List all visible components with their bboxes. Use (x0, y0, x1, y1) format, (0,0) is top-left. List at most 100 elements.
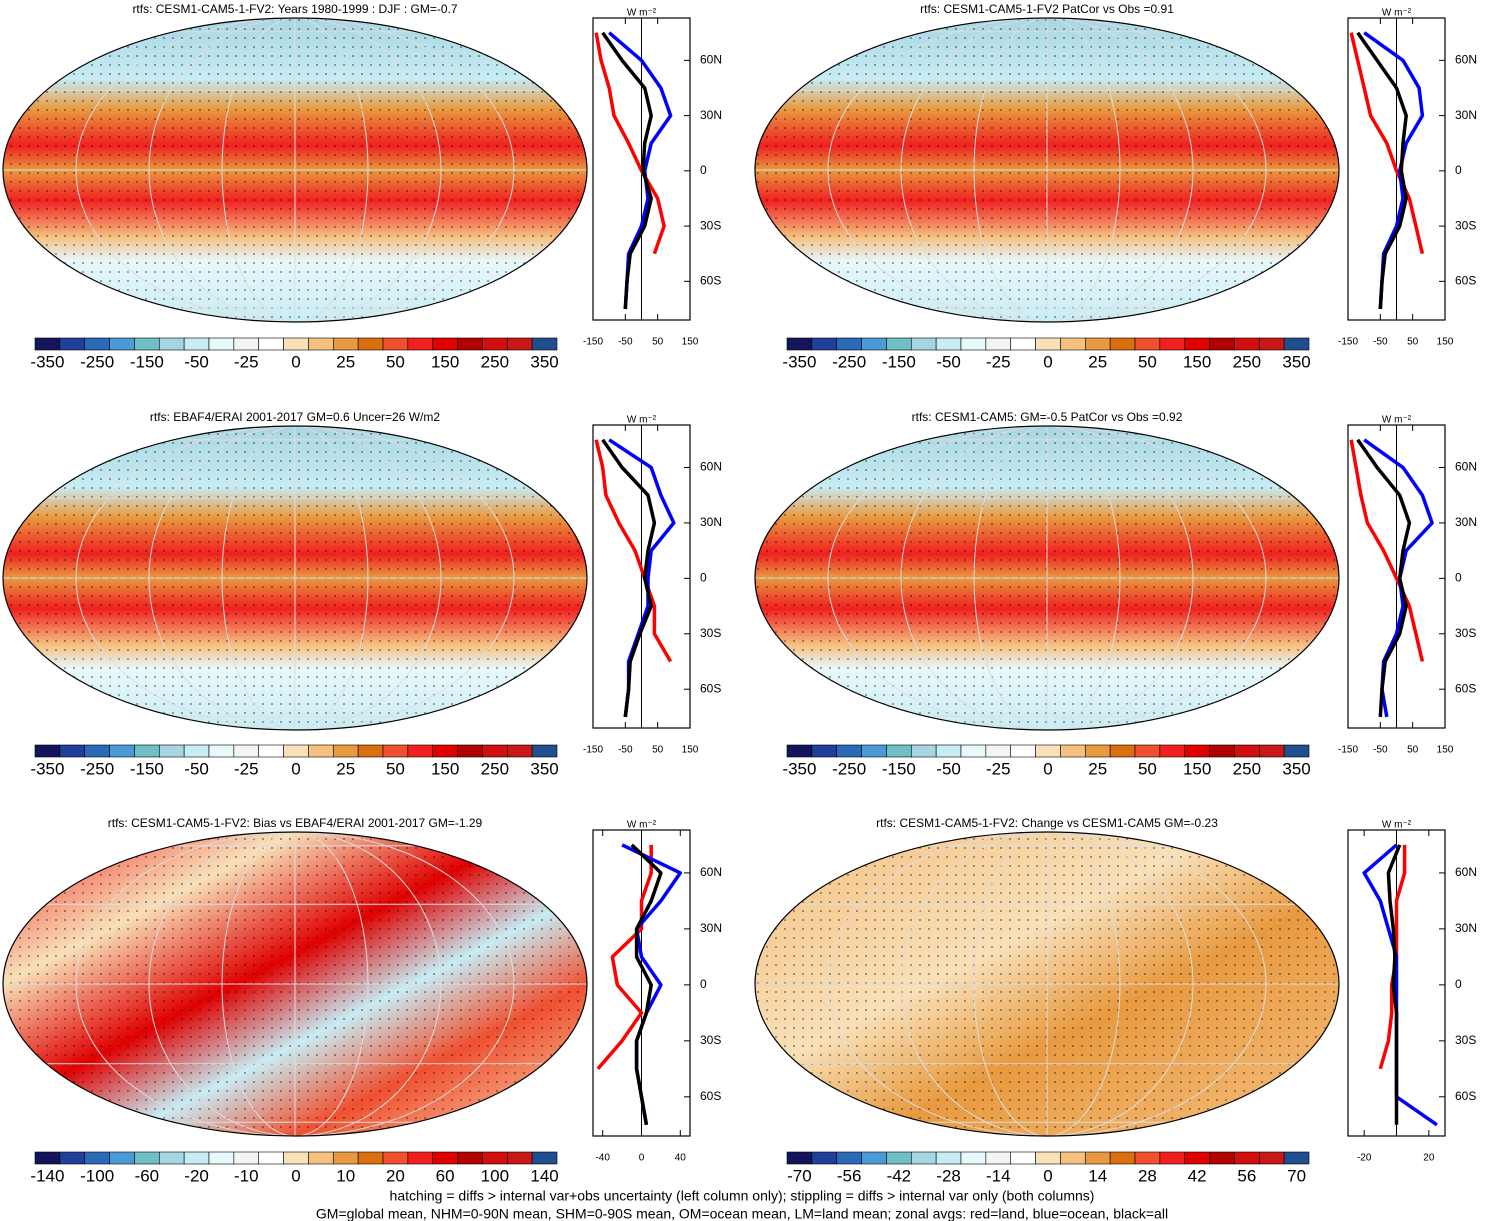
colorbar-label: 250 (1233, 352, 1261, 371)
colorbar-label: -60 (135, 1166, 160, 1185)
unit-label: W m⁻² (627, 415, 657, 426)
colorbar-label: 350 (530, 352, 558, 371)
colorbar-box (1035, 337, 1061, 351)
colorbar-label: 0 (291, 352, 300, 371)
colorbar-box (59, 1151, 86, 1165)
colorbar-box (59, 744, 86, 758)
colorbar-box (109, 744, 135, 758)
y-tick-label: 30N (1455, 108, 1477, 122)
y-tick-label: 60S (1455, 681, 1476, 695)
x-tick-label: 50 (1407, 745, 1419, 756)
colorbar-box (233, 337, 260, 351)
colorbar-box (836, 744, 862, 758)
colorbar-box (109, 337, 135, 351)
y-tick-label: 60S (700, 274, 721, 288)
colorbar-box (1234, 337, 1260, 351)
x-tick-label: 50 (652, 745, 664, 756)
y-tick-label: 60N (700, 53, 722, 67)
colorbar-box (208, 1151, 235, 1165)
colorbar-label: 70 (1287, 1166, 1306, 1185)
colorbar-box (1234, 1151, 1260, 1165)
footer-note: GM=global mean, NHM=0-90N mean, SHM=0-90… (316, 1206, 1168, 1221)
colorbar-label: -350 (782, 352, 816, 371)
colorbar-box (1084, 337, 1111, 351)
colorbar-label: -150 (130, 759, 164, 778)
colorbar-label: 10 (336, 1166, 355, 1185)
colorbar-box (183, 337, 210, 351)
colorbar-label: -50 (184, 352, 209, 371)
colorbar-box (283, 337, 309, 351)
colorbar-box (1283, 744, 1310, 758)
colorbar-box (1258, 337, 1285, 351)
colorbar-box (861, 1151, 887, 1165)
colorbar-label: 25 (1088, 352, 1107, 371)
colorbar-box (985, 1151, 1012, 1165)
map-border (754, 831, 1340, 1137)
colorbar-box (811, 1151, 838, 1165)
y-tick-label: 0 (700, 977, 707, 991)
x-tick-label: -50 (1373, 745, 1388, 756)
colorbar-box (861, 337, 887, 351)
colorbar-box (382, 744, 409, 758)
colorbar-box (1060, 1151, 1086, 1165)
colorbar-label: 350 (1282, 759, 1310, 778)
colorbar-box (457, 337, 483, 351)
y-tick-label: 30S (700, 1033, 721, 1047)
colorbar-label: -250 (832, 759, 866, 778)
unit-label: W m⁻² (627, 8, 657, 19)
map-border (2, 831, 588, 1137)
colorbar-box (1010, 744, 1036, 758)
zonal-line (1363, 31, 1425, 310)
colorbar-box (1035, 744, 1061, 758)
zonal-line (630, 843, 663, 1126)
colorbar-box (457, 744, 483, 758)
x-tick-label: -50 (618, 745, 633, 756)
colorbar-box (432, 337, 458, 351)
y-tick-label: 30S (1455, 218, 1476, 232)
panel-title: rtfs: CESM1-CAM5-1-FV2: Bias vs EBAF4/ER… (108, 816, 483, 830)
x-tick-label: 40 (675, 1153, 687, 1164)
colorbar-box (357, 1151, 384, 1165)
y-tick-label: 30S (700, 218, 721, 232)
colorbar-box (34, 1151, 61, 1165)
zonal-line (596, 844, 653, 1070)
x-tick-label: 150 (1437, 337, 1454, 348)
colorbar-label: 150 (1183, 352, 1211, 371)
colorbar-box (1184, 744, 1210, 758)
colorbar-box (1060, 337, 1086, 351)
colorbar-box (34, 744, 61, 758)
colorbar-box (84, 337, 110, 351)
colorbar-box (308, 1151, 334, 1165)
y-tick-label: 30N (1455, 515, 1477, 529)
x-tick-label: -50 (1373, 337, 1388, 348)
colorbar-box (332, 744, 359, 758)
colorbar-box (1283, 337, 1310, 351)
colorbar-box (886, 1151, 912, 1165)
panel-title: rtfs: CESM1-CAM5-1-FV2: Change vs CESM1-… (876, 816, 1218, 830)
colorbar-label: -350 (30, 352, 64, 371)
colorbar-box (1258, 1151, 1285, 1165)
colorbar-box (407, 744, 434, 758)
colorbar-label: 0 (291, 759, 300, 778)
map-border (754, 17, 1340, 323)
colorbar-box (960, 744, 987, 758)
y-tick-label: 0 (1455, 977, 1462, 991)
colorbar-box (134, 337, 160, 351)
colorbar-box (506, 1151, 533, 1165)
y-tick-label: 30S (1455, 1033, 1476, 1047)
colorbar-label: -25 (986, 352, 1011, 371)
colorbar-box (1234, 744, 1260, 758)
x-tick-label: 150 (682, 337, 699, 348)
colorbar-box (482, 337, 508, 351)
colorbar-box (811, 337, 838, 351)
x-tick-label: -150 (1338, 745, 1358, 756)
colorbar-box (308, 744, 334, 758)
colorbar-label: 140 (530, 1166, 558, 1185)
unit-label: W m⁻² (1382, 415, 1412, 426)
colorbar-label: -14 (986, 1166, 1011, 1185)
colorbar-box (1109, 337, 1136, 351)
colorbar-label: 50 (1138, 759, 1157, 778)
x-tick-label: -40 (595, 1153, 610, 1164)
colorbar-label: -10 (234, 1166, 259, 1185)
colorbar-label: -250 (80, 352, 114, 371)
